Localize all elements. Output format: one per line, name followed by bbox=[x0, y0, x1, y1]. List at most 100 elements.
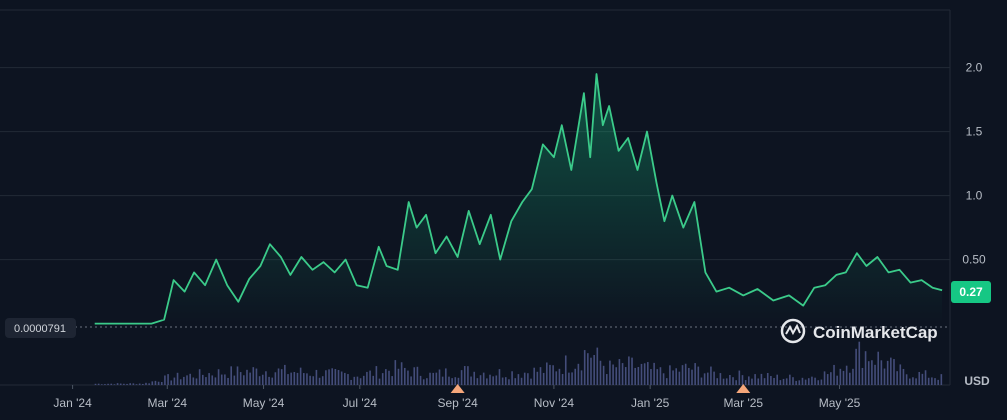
x-tick-label: Sep '24 bbox=[437, 396, 478, 410]
volume-bar bbox=[296, 372, 299, 385]
volume-bar bbox=[328, 369, 330, 385]
volume-bar bbox=[138, 383, 141, 385]
volume-bar bbox=[460, 370, 463, 385]
volume-bar bbox=[426, 378, 428, 385]
volume-bar bbox=[908, 378, 911, 385]
volume-bar bbox=[104, 384, 106, 385]
event-marker[interactable] bbox=[736, 384, 751, 393]
volume-bar bbox=[754, 374, 756, 385]
volume-bar bbox=[719, 373, 722, 385]
volume-bar bbox=[113, 384, 116, 385]
volume-bar bbox=[189, 373, 191, 385]
volume-bar bbox=[571, 372, 573, 385]
volume-bar bbox=[634, 367, 636, 385]
volume-bar bbox=[290, 372, 292, 385]
volume-bar bbox=[656, 369, 659, 385]
volume-bar bbox=[599, 360, 602, 385]
volume-bar bbox=[681, 365, 684, 385]
volume-bar bbox=[441, 376, 444, 385]
volume-bar bbox=[170, 380, 173, 385]
volume-bar bbox=[845, 365, 848, 385]
volume-bar bbox=[811, 376, 813, 385]
y-tick-label: 0.50 bbox=[962, 253, 986, 267]
volume-bar bbox=[419, 375, 422, 385]
volume-bar bbox=[520, 377, 523, 385]
volume-bar bbox=[669, 365, 671, 385]
volume-bar bbox=[167, 374, 169, 385]
volume-bar bbox=[814, 377, 816, 385]
current-price-label: 0.27 bbox=[959, 285, 983, 299]
volume-bar bbox=[552, 365, 554, 385]
volume-bar bbox=[205, 377, 207, 385]
volume-bar bbox=[741, 375, 744, 385]
volume-bar bbox=[179, 379, 182, 385]
volume-bar bbox=[836, 375, 838, 385]
volume-bar bbox=[763, 378, 766, 385]
volume-bar bbox=[817, 380, 820, 385]
volume-bar bbox=[227, 377, 229, 385]
volume-bar bbox=[672, 370, 674, 385]
volume-bar bbox=[896, 371, 898, 385]
volume-bar bbox=[176, 372, 179, 385]
volume-bar bbox=[192, 377, 195, 385]
brand-logo: CoinMarketCap bbox=[780, 318, 938, 344]
volume-bar bbox=[766, 373, 769, 385]
event-marker[interactable] bbox=[450, 384, 465, 393]
volume-bar bbox=[246, 369, 248, 385]
volume-bar bbox=[798, 380, 801, 385]
volume-bar bbox=[403, 367, 406, 385]
volume-bar bbox=[650, 369, 652, 385]
volume-bar bbox=[429, 372, 431, 385]
volume-bar bbox=[678, 371, 681, 385]
volume-bar bbox=[628, 356, 630, 385]
volume-bar bbox=[912, 377, 914, 385]
volume-bar bbox=[858, 341, 861, 385]
volume-bar bbox=[116, 383, 119, 385]
volume-bar bbox=[504, 377, 507, 385]
volume-bar bbox=[186, 375, 188, 385]
x-tick-label: May '25 bbox=[819, 396, 861, 410]
volume-bar bbox=[236, 366, 239, 385]
volume-bar bbox=[299, 367, 302, 385]
volume-bar bbox=[132, 383, 135, 385]
volume-bar bbox=[653, 362, 655, 385]
volume-bar bbox=[255, 368, 258, 385]
volume-bar bbox=[773, 377, 775, 385]
volume-bar bbox=[921, 373, 924, 385]
volume-bar bbox=[871, 360, 873, 385]
volume-bar bbox=[564, 355, 567, 385]
volume-bar bbox=[583, 350, 586, 385]
volume-bar bbox=[353, 376, 356, 385]
volume-bar bbox=[659, 367, 662, 385]
volume-bar bbox=[325, 370, 327, 385]
volume-bar bbox=[890, 357, 892, 385]
currency-label: USD bbox=[964, 374, 990, 388]
volume-bar bbox=[615, 367, 618, 385]
volume-bar bbox=[416, 366, 419, 385]
volume-bar bbox=[886, 360, 889, 385]
volume-bar bbox=[893, 359, 895, 385]
volume-bar bbox=[135, 384, 138, 385]
volume-bar bbox=[927, 377, 930, 385]
coinmarketcap-icon bbox=[780, 318, 806, 344]
volume-bar bbox=[482, 372, 485, 385]
volume-bar bbox=[779, 380, 782, 385]
volume-bar bbox=[688, 367, 690, 385]
volume-bar bbox=[665, 378, 668, 385]
volume-bar bbox=[924, 370, 927, 385]
volume-bar bbox=[877, 351, 880, 385]
volume-bar bbox=[710, 366, 712, 385]
volume-bar bbox=[514, 378, 517, 385]
volume-bar bbox=[785, 378, 788, 385]
volume-bar bbox=[568, 372, 570, 385]
volume-bar bbox=[527, 373, 529, 385]
volume-bar bbox=[378, 378, 381, 385]
x-tick-label: Mar '25 bbox=[723, 396, 763, 410]
volume-bar bbox=[479, 375, 482, 385]
volume-bar bbox=[362, 375, 365, 385]
volume-bar bbox=[312, 376, 315, 385]
volume-bar bbox=[372, 375, 375, 385]
volume-bar bbox=[495, 375, 498, 385]
volume-bar bbox=[640, 363, 643, 385]
volume-bar bbox=[849, 372, 851, 385]
